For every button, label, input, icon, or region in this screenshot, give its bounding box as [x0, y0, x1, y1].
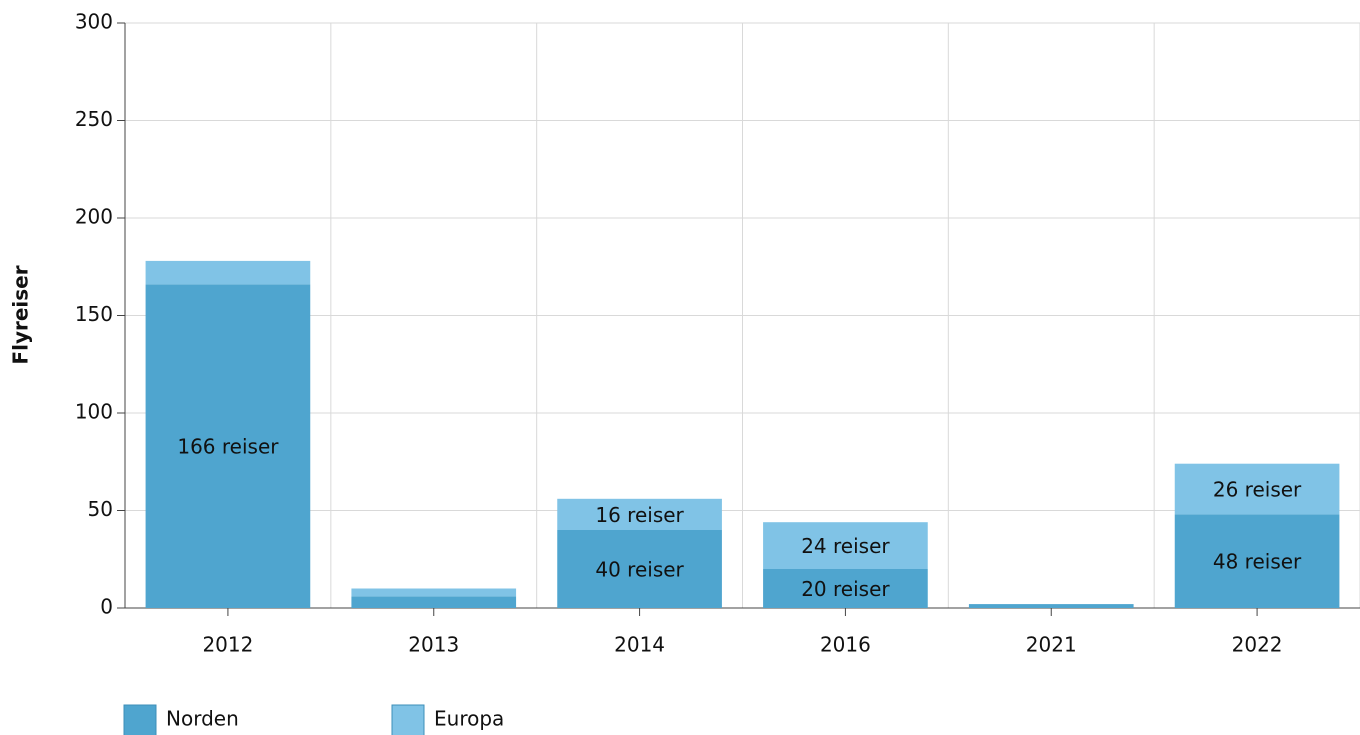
- bar-segment: [1174, 463, 1340, 515]
- y-tick-label: 300: [75, 10, 113, 34]
- data-label: 40 reiser: [595, 558, 684, 582]
- bar-segment: [557, 498, 722, 530]
- x-tick-label: 2012: [202, 633, 253, 657]
- bar-segment: [351, 596, 517, 608]
- x-tick-label: 2022: [1232, 633, 1283, 657]
- y-tick-label: 250: [75, 107, 113, 131]
- data-label: 20 reiser: [801, 577, 890, 601]
- legend-label: Europa: [434, 707, 504, 731]
- y-tick-label: 100: [75, 400, 113, 424]
- data-label: 48 reiser: [1213, 550, 1302, 574]
- x-tick-label: 2016: [820, 633, 871, 657]
- y-tick-label: 0: [100, 595, 113, 619]
- bar-segment: [145, 284, 311, 608]
- x-tick-label: 2014: [614, 633, 665, 657]
- x-tick-label: 2013: [408, 633, 459, 657]
- x-tick-label: 2021: [1026, 633, 1077, 657]
- data-label: 26 reiser: [1213, 478, 1302, 502]
- legend-swatch: [123, 704, 157, 735]
- data-label: 16 reiser: [595, 503, 684, 527]
- bar-segment: [351, 588, 517, 597]
- bar-segment: [763, 522, 928, 569]
- bar-segment: [763, 569, 928, 608]
- bar-segment: [1174, 514, 1340, 608]
- data-label: 24 reiser: [801, 534, 890, 558]
- bar-segment: [145, 260, 311, 285]
- data-label: 166 reiser: [177, 435, 279, 459]
- y-tick-label: 200: [75, 205, 113, 229]
- y-tick-label: 150: [75, 302, 113, 326]
- legend-swatch: [391, 704, 425, 735]
- y-tick-label: 50: [88, 497, 113, 521]
- bar-segment: [968, 604, 1134, 608]
- legend-label: Norden: [166, 707, 239, 731]
- bar-segment: [557, 530, 722, 608]
- y-axis-label: Flyreiser: [9, 265, 33, 364]
